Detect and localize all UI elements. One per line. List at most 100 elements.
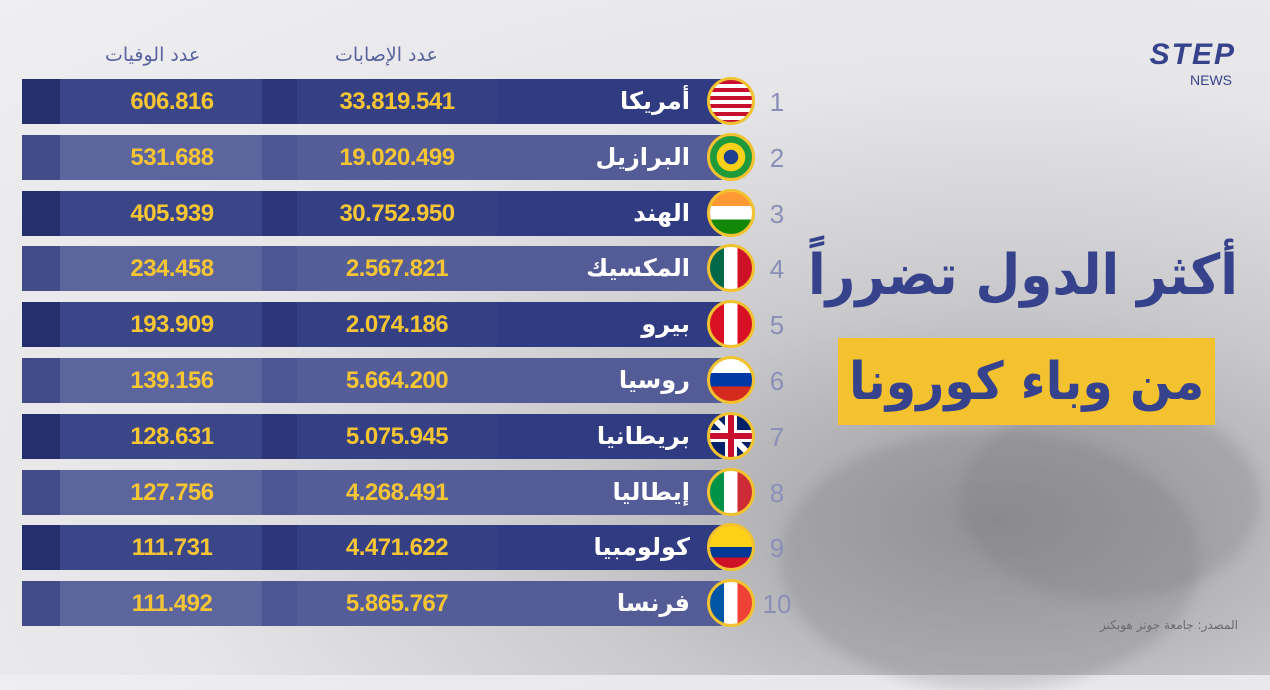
country-name: بيرو (641, 310, 690, 339)
step-news-logo: STEP NEWS (1120, 38, 1236, 88)
cases-value: 4.268.491 (345, 478, 449, 506)
deaths-value: 111.492 (131, 590, 213, 618)
title-line-1: أكثر الدول تضرراً (808, 243, 1238, 308)
row-segment (22, 469, 60, 515)
row-segment (262, 469, 297, 515)
cases-value: 4.471.622 (345, 534, 449, 562)
row-segment (297, 525, 497, 571)
country-name: المكسيك (586, 254, 690, 283)
deaths-value: 139.156 (130, 367, 214, 394)
row-segment (262, 581, 297, 627)
country-name: إيطاليا (612, 477, 690, 506)
title-line-2: من وباء كورونا (848, 351, 1205, 412)
row-segment (60, 413, 262, 459)
row-segment (22, 581, 60, 627)
row-segment (22, 525, 60, 571)
table-row: 111.731 4.471.622 كولومبيا (22, 525, 722, 571)
row-segment (262, 525, 297, 571)
row-segment (297, 246, 497, 292)
row-segment (262, 134, 297, 180)
table-row: 127.756 4.268.491 إيطاليا (22, 469, 722, 515)
row-segment (60, 302, 262, 348)
row-segment (22, 79, 60, 124)
row-segment (60, 79, 262, 124)
row-segment (297, 581, 497, 627)
cases-value: 5.664.200 (345, 367, 449, 394)
cases-value: 30.752.950 (339, 199, 455, 227)
mexico-flag-icon (707, 244, 755, 293)
rank-number: 4 (769, 254, 785, 285)
logo-sub: NEWS (1190, 72, 1232, 88)
deaths-value: 606.816 (130, 88, 214, 115)
deaths-value: 193.909 (130, 311, 214, 339)
deaths-value: 405.939 (130, 199, 214, 227)
table-row: 139.156 5.664.200 روسيا (22, 358, 722, 403)
row-segment (297, 190, 497, 236)
usa-flag-icon (707, 77, 755, 125)
country-name: روسيا (618, 366, 690, 394)
row-segment (22, 413, 60, 459)
row-segment (297, 134, 497, 180)
deaths-value: 127.756 (130, 478, 214, 506)
row-segment (262, 79, 297, 124)
row-segment (22, 190, 60, 236)
source-note: المصدر: جامعة جونز هوبكنز (1100, 618, 1238, 632)
row-segment (60, 525, 262, 571)
row-segment (262, 302, 297, 348)
rank-number: 8 (769, 477, 785, 508)
cases-value: 2.074.186 (345, 311, 449, 339)
table-row: 128.631 5.075.945 بريطانيا (22, 413, 722, 459)
row-segment (60, 358, 262, 403)
row-segment (297, 302, 497, 348)
row-segment (60, 134, 262, 180)
table-row: 111.492 5.865.767 فرنسا (22, 581, 722, 627)
country-name: بريطانيا (596, 421, 690, 450)
country-name: أمريكا (620, 87, 690, 115)
deaths-value: 531.688 (130, 143, 214, 171)
deaths-value: 234.458 (130, 255, 214, 283)
table-row: 193.909 2.074.186 بيرو (22, 302, 722, 348)
table-row: 405.939 30.752.950 الهند (22, 190, 722, 236)
row-segment (60, 246, 262, 292)
cases-value: 5.865.767 (345, 590, 449, 618)
uk-flag-icon (707, 411, 755, 460)
table-row: 234.458 2.567.821 المكسيك (22, 246, 722, 292)
cases-value: 5.075.945 (345, 422, 449, 450)
colombia-flag-icon (707, 523, 755, 572)
cases-value: 2.567.821 (345, 255, 449, 283)
row-segment (262, 413, 297, 459)
row-segment (22, 134, 60, 180)
table-row: 606.816 33.819.541 أمريكا (22, 79, 722, 124)
rank-number: 10 (762, 589, 792, 620)
country-name: فرنسا (616, 589, 690, 618)
rank-number: 1 (769, 87, 785, 117)
table-row: 531.688 19.020.499 البرازيل (22, 134, 722, 180)
row-segment (22, 358, 60, 403)
country-name: الهند (633, 198, 690, 227)
deaths-value: 111.731 (131, 534, 213, 562)
row-segment (262, 358, 297, 403)
india-flag-icon (707, 188, 755, 237)
rank-number: 9 (769, 533, 785, 564)
cases-value: 33.819.541 (339, 88, 455, 115)
row-segment (297, 79, 497, 124)
row-segment (22, 246, 60, 292)
italy-flag-icon (707, 467, 755, 516)
title-highlight-box: من وباء كورونا (838, 338, 1215, 425)
rank-number: 6 (769, 366, 785, 396)
row-segment (60, 581, 262, 627)
russia-flag-icon (707, 356, 755, 404)
row-segment (297, 413, 497, 459)
logo-brand: STEP (1149, 38, 1236, 71)
brazil-flag-icon (707, 132, 755, 181)
deaths-value: 128.631 (130, 422, 214, 450)
france-flag-icon (707, 579, 755, 628)
virus-background (780, 430, 1200, 690)
row-segment (297, 358, 497, 403)
deaths-header: عدد الوفيات (105, 44, 201, 66)
rank-number: 2 (769, 142, 785, 173)
row-segment (60, 469, 262, 515)
cases-value: 19.020.499 (339, 143, 455, 171)
rank-number: 3 (769, 198, 785, 229)
row-segment (297, 469, 497, 515)
